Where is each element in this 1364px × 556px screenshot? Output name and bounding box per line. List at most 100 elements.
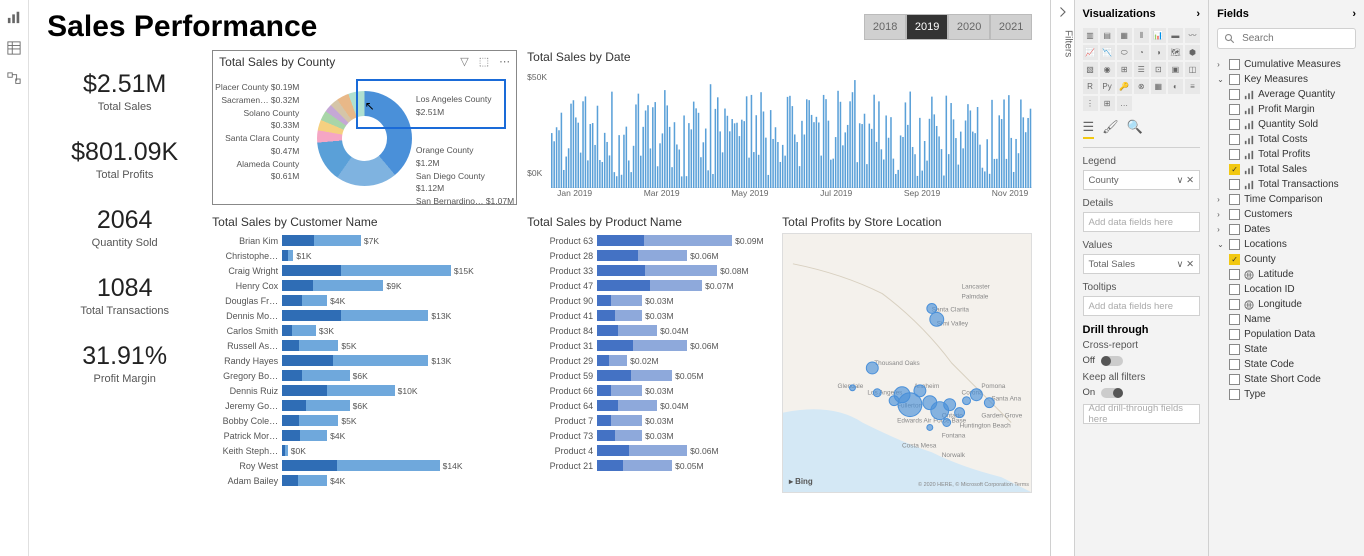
bar-row[interactable]: Product 4 $0.06M xyxy=(597,443,772,458)
data-view-icon[interactable] xyxy=(7,41,21,60)
viz-type-icon[interactable]: 🔑 xyxy=(1117,79,1132,94)
checkbox[interactable] xyxy=(1229,284,1240,295)
bar-row[interactable]: Jeremy Go… $6K xyxy=(282,398,517,413)
bar-row[interactable]: Dennis Ruiz $10K xyxy=(282,383,517,398)
checkbox[interactable] xyxy=(1229,389,1240,400)
viz-type-icon[interactable]: ◫ xyxy=(1185,62,1200,77)
viz-type-icon[interactable]: ▧ xyxy=(1083,62,1098,77)
date-line-chart[interactable]: Total Sales by Date $50K $0K Jan 2019Mar… xyxy=(527,50,1032,205)
analytics-tab-icon[interactable]: 🔍 xyxy=(1127,119,1143,139)
viz-type-icon[interactable]: 〰 xyxy=(1185,28,1200,43)
field-node[interactable]: Latitude xyxy=(1217,267,1356,282)
bar-row[interactable]: Adam Bailey $4K xyxy=(282,473,517,488)
bar-row[interactable]: Product 64 $0.04M xyxy=(597,398,772,413)
checkbox[interactable] xyxy=(1229,374,1240,385)
bar-row[interactable]: Product 21 $0.05M xyxy=(597,458,772,473)
viz-type-icon[interactable]: Py xyxy=(1100,79,1115,94)
bar-row[interactable]: Product 31 $0.06M xyxy=(597,338,772,353)
viz-type-icon[interactable]: ▦ xyxy=(1151,79,1166,94)
field-node[interactable]: ✓County xyxy=(1217,252,1356,267)
bar-row[interactable]: Product 90 $0.03M xyxy=(597,293,772,308)
checkbox[interactable] xyxy=(1229,134,1240,145)
bar-row[interactable]: Randy Hayes $13K xyxy=(282,353,517,368)
bar-row[interactable]: Russell As… $5K xyxy=(282,338,517,353)
filters-collapsed-pane[interactable]: Filters xyxy=(1050,0,1073,556)
search-input[interactable] xyxy=(1217,28,1356,49)
table-node[interactable]: ›Time Comparison xyxy=(1217,192,1356,207)
viz-type-icon[interactable]: ◔ xyxy=(1134,45,1149,60)
field-node[interactable]: Longitude xyxy=(1217,297,1356,312)
field-node[interactable]: Name xyxy=(1217,312,1356,327)
checkbox[interactable] xyxy=(1229,179,1240,190)
tooltips-field[interactable]: Add data fields here xyxy=(1083,296,1201,316)
year-tab-2018[interactable]: 2018 xyxy=(864,14,906,40)
checkbox[interactable] xyxy=(1229,344,1240,355)
bar-row[interactable]: Product 63 $0.09M xyxy=(597,233,772,248)
bar-row[interactable]: Roy West $14K xyxy=(282,458,517,473)
customer-bar-chart[interactable]: Total Sales by Customer Name Brian Kim $… xyxy=(212,215,517,495)
field-node[interactable]: Population Data xyxy=(1217,327,1356,342)
viz-type-icon[interactable]: ⊞ xyxy=(1117,62,1132,77)
checkbox[interactable] xyxy=(1229,119,1240,130)
bar-row[interactable]: Dennis Mo… $13K xyxy=(282,308,517,323)
field-node[interactable]: State Short Code xyxy=(1217,372,1356,387)
viz-type-icon[interactable]: ⊡ xyxy=(1151,62,1166,77)
drillthrough-field[interactable]: Add drill-through fields here xyxy=(1083,404,1201,424)
viz-type-icon[interactable]: ▦ xyxy=(1117,28,1132,43)
chevron-right-icon[interactable]: › xyxy=(1196,8,1200,20)
field-node[interactable]: Total Costs xyxy=(1217,132,1356,147)
field-node[interactable]: Average Quantity xyxy=(1217,87,1356,102)
viz-type-icon[interactable]: ⫴ xyxy=(1134,28,1149,43)
bar-row[interactable]: Product 7 $0.03M xyxy=(597,413,772,428)
checkbox[interactable] xyxy=(1229,314,1240,325)
viz-type-icon[interactable]: ⬢ xyxy=(1185,45,1200,60)
viz-type-icon[interactable]: 📈 xyxy=(1083,45,1098,60)
year-tab-2019[interactable]: 2019 xyxy=(906,14,948,40)
field-node[interactable]: ✓Total Sales xyxy=(1217,162,1356,177)
details-field[interactable]: Add data fields here xyxy=(1083,212,1201,232)
year-tab-2020[interactable]: 2020 xyxy=(948,14,990,40)
bar-row[interactable]: Product 33 $0.08M xyxy=(597,263,772,278)
bar-row[interactable]: Product 41 $0.03M xyxy=(597,308,772,323)
bar-row[interactable]: Henry Cox $9K xyxy=(282,278,517,293)
crossreport-toggle[interactable] xyxy=(1101,356,1123,366)
checkbox[interactable]: ✓ xyxy=(1229,254,1240,265)
bar-row[interactable]: Product 84 $0.04M xyxy=(597,323,772,338)
bar-row[interactable]: Brian Kim $7K xyxy=(282,233,517,248)
checkbox[interactable] xyxy=(1229,269,1240,280)
checkbox[interactable] xyxy=(1229,89,1240,100)
kpi-card[interactable]: $801.09KTotal Profits xyxy=(71,138,178,181)
viz-type-icon[interactable]: ⊞ xyxy=(1100,96,1115,111)
bar-row[interactable]: Product 59 $0.05M xyxy=(597,368,772,383)
checkbox[interactable] xyxy=(1229,104,1240,115)
viz-type-icon[interactable]: ≡ xyxy=(1185,79,1200,94)
kpi-card[interactable]: 1084Total Transactions xyxy=(80,274,169,317)
map-chart[interactable]: Total Profits by Store Location Lancaste… xyxy=(782,215,1032,495)
model-view-icon[interactable] xyxy=(7,72,21,91)
field-node[interactable]: Profit Margin xyxy=(1217,102,1356,117)
chevron-right-icon[interactable]: › xyxy=(1352,8,1356,20)
bar-row[interactable]: Product 47 $0.07M xyxy=(597,278,772,293)
field-node[interactable]: Quantity Sold xyxy=(1217,117,1356,132)
keepfilters-toggle[interactable] xyxy=(1101,388,1123,398)
viz-type-icon[interactable]: … xyxy=(1117,96,1132,111)
bar-row[interactable]: Product 73 $0.03M xyxy=(597,428,772,443)
bar-row[interactable]: Product 29 $0.02M xyxy=(597,353,772,368)
field-node[interactable]: Type xyxy=(1217,387,1356,402)
viz-type-icon[interactable]: ▬ xyxy=(1168,28,1183,43)
table-node[interactable]: ⌄Key Measures xyxy=(1217,72,1356,87)
more-icon[interactable]: ⋯ xyxy=(499,55,510,68)
map-svg[interactable]: LancasterPalmdaleSanta ClaritaSimi Valle… xyxy=(782,233,1032,493)
bar-row[interactable]: Douglas Fr… $4K xyxy=(282,293,517,308)
bar-row[interactable]: Bobby Cole… $5K xyxy=(282,413,517,428)
product-bar-chart[interactable]: Total Sales by Product Name Product 63 $… xyxy=(527,215,772,495)
viz-type-icon[interactable]: R xyxy=(1083,79,1098,94)
checkbox[interactable] xyxy=(1229,329,1240,340)
viz-type-icon[interactable]: 🗺 xyxy=(1168,45,1183,60)
field-node[interactable]: State Code xyxy=(1217,357,1356,372)
fields-tab-icon[interactable]: ☰ xyxy=(1083,119,1095,139)
donut-chart-card[interactable]: Total Sales by County ▽ ⬚ ⋯ Placer Count… xyxy=(212,50,517,205)
bar-row[interactable]: Christophe… $1K xyxy=(282,248,517,263)
focus-icon[interactable]: ⬚ xyxy=(479,55,489,68)
checkbox[interactable] xyxy=(1229,299,1240,310)
